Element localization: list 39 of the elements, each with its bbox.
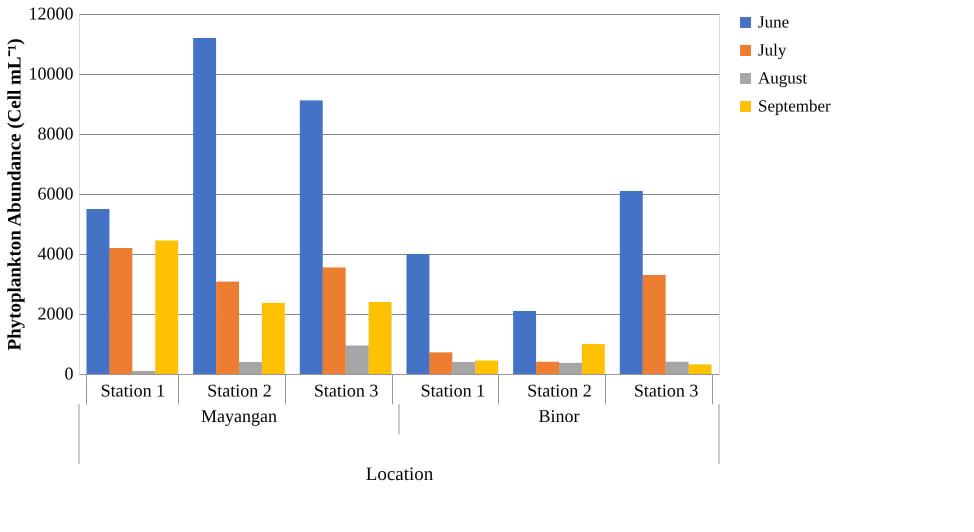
x-tick-label: Station 2: [207, 380, 272, 400]
y-axis-title: Phytoplankton Abundance (Cell mL⁻¹): [4, 38, 26, 351]
y-tick-label: 8000: [38, 124, 74, 144]
bar: [368, 302, 392, 374]
bar: [536, 362, 559, 374]
y-tick-label: 6000: [38, 184, 74, 204]
x-axis-title: Location: [366, 464, 434, 485]
y-tick-label: 10000: [28, 64, 74, 84]
bar: [86, 209, 110, 374]
bar: [109, 248, 132, 374]
legend-label: June: [758, 12, 790, 32]
bar: [429, 352, 452, 374]
bar: [582, 344, 605, 374]
x-tick-label: Station 1: [420, 380, 486, 400]
bar: [620, 191, 643, 374]
x-tick-label: Station 1: [100, 380, 166, 400]
bar: [216, 282, 239, 374]
bar: [193, 38, 216, 374]
legend-label: September: [758, 96, 832, 116]
text: Mayangan: [201, 406, 277, 426]
x-tick-label: Station 3: [634, 380, 698, 400]
y-tick-label: 12000: [28, 4, 74, 24]
bar: [262, 302, 285, 374]
y-tick-label: 4000: [38, 244, 74, 264]
x-tick-label: Station 2: [527, 380, 592, 400]
legend-label: August: [758, 68, 808, 88]
bar: [475, 360, 498, 374]
bar: [513, 311, 536, 374]
bar: [406, 254, 430, 374]
bar: [322, 268, 346, 374]
bar: [300, 100, 323, 374]
y-tick-label: 0: [64, 364, 74, 384]
x-tick-label: Station 3: [314, 380, 378, 400]
y-tick-label: 2000: [38, 304, 74, 324]
legend-label: July: [758, 40, 787, 60]
bar: [688, 364, 712, 374]
text: Binor: [538, 406, 580, 426]
bar: [642, 275, 666, 374]
bar: [155, 240, 178, 374]
